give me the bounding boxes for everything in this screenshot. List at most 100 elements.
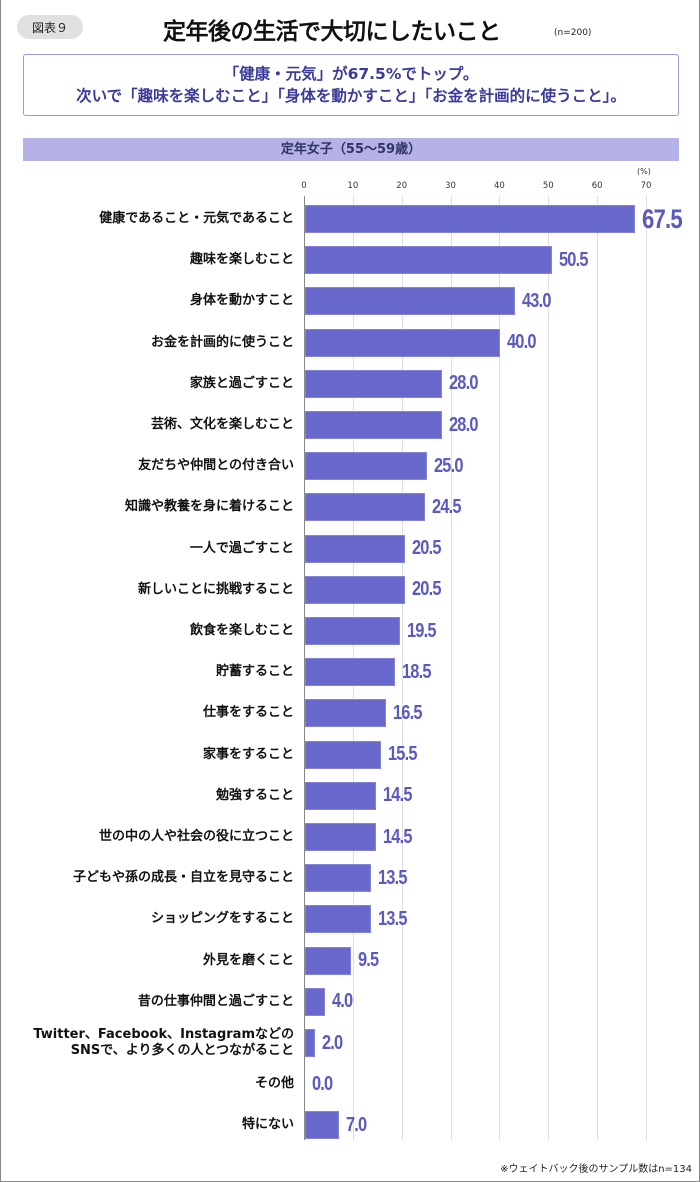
bar <box>305 658 396 687</box>
chart-title: 定年後の生活で大切にしたいこと <box>163 19 501 45</box>
category-label: 特にない <box>241 1117 294 1133</box>
value-label: 19.5 <box>407 619 436 642</box>
value-label: 28.0 <box>448 413 478 436</box>
bar <box>305 617 401 645</box>
x-tick-label: 10 <box>347 181 359 191</box>
summary-box: 「健康・元気」が67.5%でトップ。 次いで「趣味を楽しむこと」「身体を動かすこ… <box>23 54 679 116</box>
bar <box>305 946 352 975</box>
bar <box>305 987 325 1016</box>
bar <box>305 328 501 357</box>
bar <box>305 905 371 934</box>
bar-row: 世の中の人や社会の役に立つこと 14.5 <box>0 823 700 851</box>
x-tick-label: 20 <box>396 181 408 191</box>
value-label: 13.5 <box>377 907 407 930</box>
category-label: 貯蓄すること <box>215 664 294 680</box>
x-tick-label: 30 <box>445 181 456 191</box>
category-label: 子どもや孫の成長・自立を見守ること <box>72 870 294 886</box>
category-label: 友だちや仲間との付き合い <box>138 458 294 474</box>
bar <box>305 369 442 398</box>
bar <box>305 411 442 439</box>
category-label: その他 <box>254 1076 294 1092</box>
bar-row: 飲食を楽しむこと 19.5 <box>0 617 700 645</box>
value-label: 15.5 <box>387 743 417 766</box>
bar <box>305 452 428 481</box>
bar <box>305 781 376 810</box>
bar <box>305 205 635 233</box>
bar-row: 昔の仕事仲間と過ごすこと 4.0 <box>0 987 700 1016</box>
bar-row: 仕事をすること 16.5 <box>0 699 700 728</box>
category-label: 仕事をすること <box>202 705 294 721</box>
sample-size: (n=200) <box>554 28 592 38</box>
bar-row: ショッピングをすること 13.5 <box>0 905 700 934</box>
gridline <box>499 196 500 1140</box>
category-label: 外見を磨くこと <box>202 952 294 968</box>
bar <box>305 1029 315 1057</box>
footnote: ※ウェイトバック後のサンプル数はn=134 <box>500 1164 692 1175</box>
value-label: 24.5 <box>431 495 461 518</box>
bar <box>305 823 376 851</box>
bar <box>305 246 552 275</box>
category-label: 世の中の人や社会の役に立つこと <box>98 829 294 844</box>
bar-row: 子どもや孫の成長・自立を見守ること 13.5 <box>0 864 700 893</box>
category-label: 一人で過ごすこと <box>189 540 294 556</box>
category-label: 家族と過ごすこと <box>189 375 294 391</box>
value-label: 40.0 <box>507 331 537 354</box>
category-label: 健康であること・元気であること <box>99 211 294 226</box>
value-label: 20.5 <box>412 578 441 601</box>
bar-row: 貯蓄すること 18.5 <box>0 658 700 687</box>
value-label: 50.5 <box>558 248 588 271</box>
category-label: 芸術、文化を楽しむこと <box>150 417 294 432</box>
bar-row: 知識や教養を身に着けること 24.5 <box>0 493 700 522</box>
bar <box>305 864 371 893</box>
value-label: 2.0 <box>321 1031 343 1054</box>
value-label: 9.5 <box>358 949 379 972</box>
gridline <box>597 196 598 1140</box>
bar-row: 新しいことに挑戦すること 20.5 <box>0 575 700 604</box>
bar-row: 友だちや仲間との付き合い 25.0 <box>0 452 700 481</box>
summary-line-1: 「健康・元気」が67.5%でトップ。 <box>223 65 479 83</box>
y-axis-line <box>304 196 305 1140</box>
gridline <box>451 196 452 1140</box>
category-label: Twitter、Facebook、Instagramなどの SNSで、より多くの… <box>33 1027 294 1058</box>
category-label: ショッピングをすること <box>150 911 294 927</box>
value-label: 4.0 <box>331 990 353 1013</box>
axis-unit: (%) <box>637 167 651 176</box>
bar <box>305 534 406 563</box>
x-tick-label: 40 <box>494 181 505 191</box>
bar <box>305 575 406 604</box>
value-label: 20.5 <box>412 537 441 560</box>
bar-row: お金を計画的に使うこと 40.0 <box>0 328 700 357</box>
category-label: 飲食を楽しむこと <box>189 623 294 638</box>
bar <box>305 740 381 769</box>
x-tick-label: 50 <box>542 181 554 191</box>
category-label: 身体を動かすこと <box>189 293 294 309</box>
x-tick-label: 0 <box>301 181 307 191</box>
gridline <box>402 196 403 1140</box>
x-tick-label: 70 <box>640 181 652 191</box>
value-label: 14.5 <box>382 784 412 807</box>
x-tick-label: 60 <box>591 181 603 191</box>
category-label: 昔の仕事仲間と過ごすこと <box>137 993 294 1009</box>
bar-row: その他 0.0 <box>0 1070 700 1098</box>
bar-row: 芸術、文化を楽しむこと 28.0 <box>0 411 700 439</box>
value-label: 13.5 <box>377 866 407 889</box>
gridline <box>646 196 647 1140</box>
category-label: 勉強すること <box>215 787 294 803</box>
value-label: 14.5 <box>382 825 412 848</box>
bar-row: 外見を磨くこと 9.5 <box>0 946 700 975</box>
bar <box>305 1111 340 1140</box>
value-label: 28.0 <box>448 372 478 395</box>
bar-row: 特にない 7.0 <box>0 1111 700 1140</box>
bar-row: Twitter、Facebook、Instagramなどの SNSで、より多くの… <box>0 1027 700 1058</box>
bar-row: 家事をすること 15.5 <box>0 740 700 769</box>
value-label: 16.5 <box>392 701 422 724</box>
figure-badge: 図表９ <box>17 15 83 39</box>
summary-line-2: 次いで「趣味を楽しむこと」「身体を動かすこと」「お金を計画的に使うこと」。 <box>76 87 626 105</box>
category-label: 新しいことに挑戦すること <box>137 581 294 597</box>
category-label: 趣味を楽しむこと <box>189 252 294 268</box>
value-label: 18.5 <box>402 660 432 683</box>
bar-row: 趣味を楽しむこと 50.5 <box>0 246 700 275</box>
bar-row: 身体を動かすこと 43.0 <box>0 287 700 316</box>
bar <box>305 699 386 728</box>
value-label: 0.0 <box>312 1072 333 1095</box>
